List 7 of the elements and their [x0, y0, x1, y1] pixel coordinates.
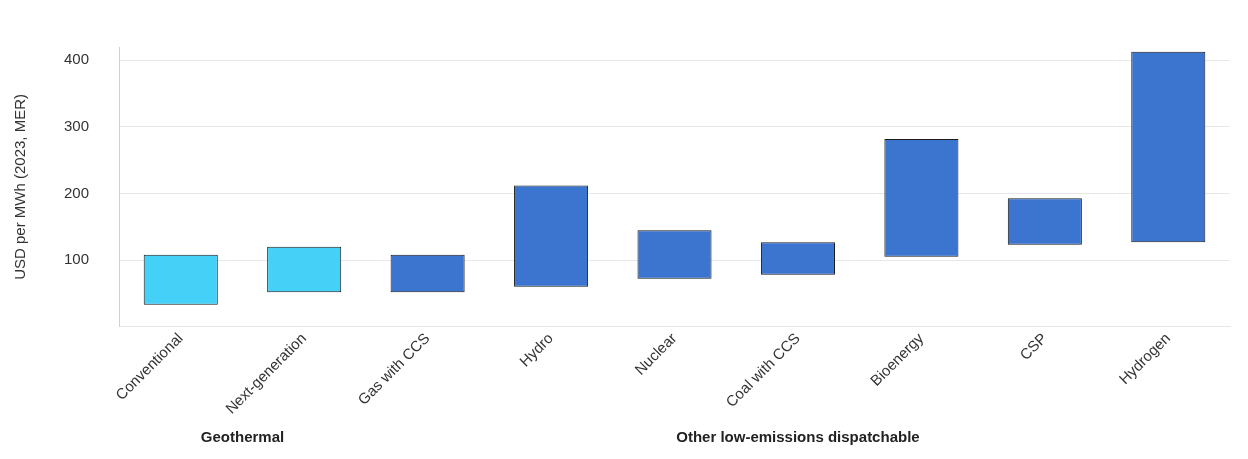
- y-tick-label: 200: [64, 183, 90, 201]
- y-tick-label: 300: [64, 117, 90, 135]
- y-tick-label: 100: [64, 250, 90, 268]
- y-tick-label: 400: [64, 50, 90, 68]
- text: Geothermal: [200, 427, 285, 445]
- text: Other low-emissions dispatchable: [676, 427, 920, 445]
- y-axis-title: USD per MWh (2023, MER): [11, 93, 29, 280]
